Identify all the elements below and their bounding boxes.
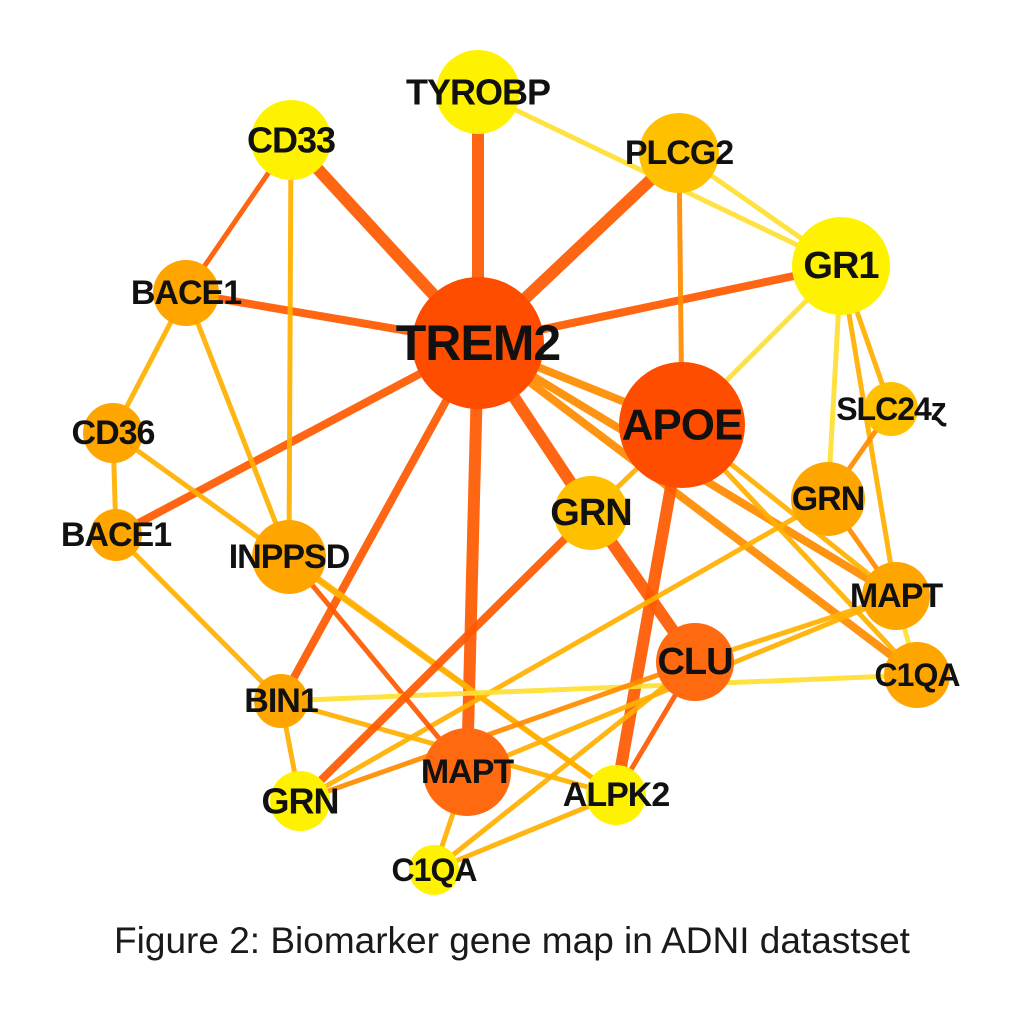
edge-inppsd-alpk2 xyxy=(286,554,619,798)
node-circle-bin1 xyxy=(254,674,308,728)
node-gr1: GR1 xyxy=(792,217,890,315)
node-circle-grn_c xyxy=(270,771,330,831)
edge-layer xyxy=(110,86,921,873)
edge-bace1_a-inppsd xyxy=(183,290,292,560)
node-circle-c1qa_a xyxy=(884,642,950,708)
node-circle-grn_a xyxy=(554,476,628,550)
node-label-grn_c: GRN xyxy=(262,781,339,822)
node-circle-mapt_a xyxy=(862,562,930,630)
node-label-bace1_b: BACE1 xyxy=(61,516,171,554)
node-label-mapt_b: MAPT xyxy=(421,753,515,791)
edge-trem2-bin1 xyxy=(277,339,482,705)
node-circle-plcg2 xyxy=(639,113,719,193)
node-inppsd: INPPSD xyxy=(229,520,351,594)
node-circle-tyrobp xyxy=(436,50,520,134)
edge-trem2-bace1_b xyxy=(112,339,482,539)
edge-bace1_b-bin1 xyxy=(113,532,284,704)
edge-c1qa_b-alpk2 xyxy=(431,792,619,873)
node-label-grn_b: GRN xyxy=(792,480,865,518)
node-circle-cd36 xyxy=(83,403,143,463)
edge-trem2-mapt_b xyxy=(461,337,484,778)
node-grn_a: GRN xyxy=(550,476,633,550)
node-circle-trem2 xyxy=(412,277,544,409)
node-circle-mapt_b xyxy=(423,728,511,816)
node-cd33: CD33 xyxy=(247,100,336,180)
edge-inppsd-mapt_b xyxy=(286,554,470,775)
node-mapt_a: MAPT xyxy=(850,562,944,630)
edge-grn_c-grn_a xyxy=(296,509,595,805)
node-label-slc24: SLC24ɀ xyxy=(836,391,947,427)
node-label-cd36: CD36 xyxy=(72,414,155,452)
node-mapt_b: MAPT xyxy=(421,728,515,816)
node-cd36: CD36 xyxy=(72,403,156,463)
node-grn_b: GRN xyxy=(791,462,865,536)
node-label-grn_a: GRN xyxy=(550,492,631,534)
node-circle-cd33 xyxy=(251,100,331,180)
node-label-inppsd: INPPSD xyxy=(229,538,350,576)
edge-cd33-inppsd xyxy=(286,137,294,560)
node-trem2: TREM2 xyxy=(396,277,561,409)
edge-bin1-c1qa_a xyxy=(278,672,920,704)
node-layer: TREM2 APOE TYROBP CD33 PLCG2 GR1 BACE1 CD36 BACE… xyxy=(61,50,961,895)
node-slc24: SLC24ɀ xyxy=(836,382,948,436)
node-circle-gr1 xyxy=(792,217,890,315)
node-tyrobp: TYROBP xyxy=(406,50,551,134)
node-label-c1qa_a: C1QA xyxy=(875,657,961,693)
node-c1qa_b: C1QA xyxy=(392,845,478,895)
node-label-mapt_a: MAPT xyxy=(850,577,944,615)
node-label-bin1: BIN1 xyxy=(244,682,318,720)
gene-network-graph: TREM2 APOE TYROBP CD33 PLCG2 GR1 BACE1 CD36 BACE… xyxy=(61,50,961,895)
node-clu: CLU xyxy=(656,623,734,701)
node-label-alpk2: ALPK2 xyxy=(563,776,670,814)
node-label-gr1: GR1 xyxy=(803,245,879,287)
edge-gr1-mapt_a xyxy=(838,263,899,599)
edge-grn_b-grn_c xyxy=(297,496,831,804)
edge-c1qa_b-clu xyxy=(431,659,698,873)
node-circle-alpk2 xyxy=(586,765,646,825)
node-label-tyrobp: TYROBP xyxy=(406,72,550,113)
node-c1qa_a: C1QA xyxy=(875,642,961,708)
node-circle-slc24 xyxy=(864,382,918,436)
node-circle-c1qa_b xyxy=(409,845,459,895)
node-circle-grn_b xyxy=(791,462,865,536)
node-bace1_b: BACE1 xyxy=(61,509,172,561)
node-label-trem2: TREM2 xyxy=(396,315,560,371)
node-label-c1qa_b: C1QA xyxy=(392,852,478,888)
node-grn_c: GRN xyxy=(262,771,340,831)
node-alpk2: ALPK2 xyxy=(563,765,670,825)
node-apoe: APOE xyxy=(619,362,745,488)
node-label-apoe: APOE xyxy=(622,401,743,450)
node-label-clu: CLU xyxy=(657,641,732,683)
node-plcg2: PLCG2 xyxy=(625,113,734,193)
node-circle-inppsd xyxy=(252,520,326,594)
node-label-bace1_a: BACE1 xyxy=(131,274,241,312)
node-circle-bace1_a xyxy=(153,260,219,326)
node-bace1_a: BACE1 xyxy=(131,260,242,326)
node-circle-bace1_b xyxy=(90,509,142,561)
node-circle-clu xyxy=(656,623,734,701)
node-label-cd33: CD33 xyxy=(247,120,335,161)
figure-caption: Figure 2: Biomarker gene map in ADNI dat… xyxy=(114,920,910,961)
node-bin1: BIN1 xyxy=(244,674,319,728)
node-label-plcg2: PLCG2 xyxy=(625,134,733,172)
edge-grn_c-clu xyxy=(297,659,698,804)
node-circle-apoe xyxy=(619,362,745,488)
